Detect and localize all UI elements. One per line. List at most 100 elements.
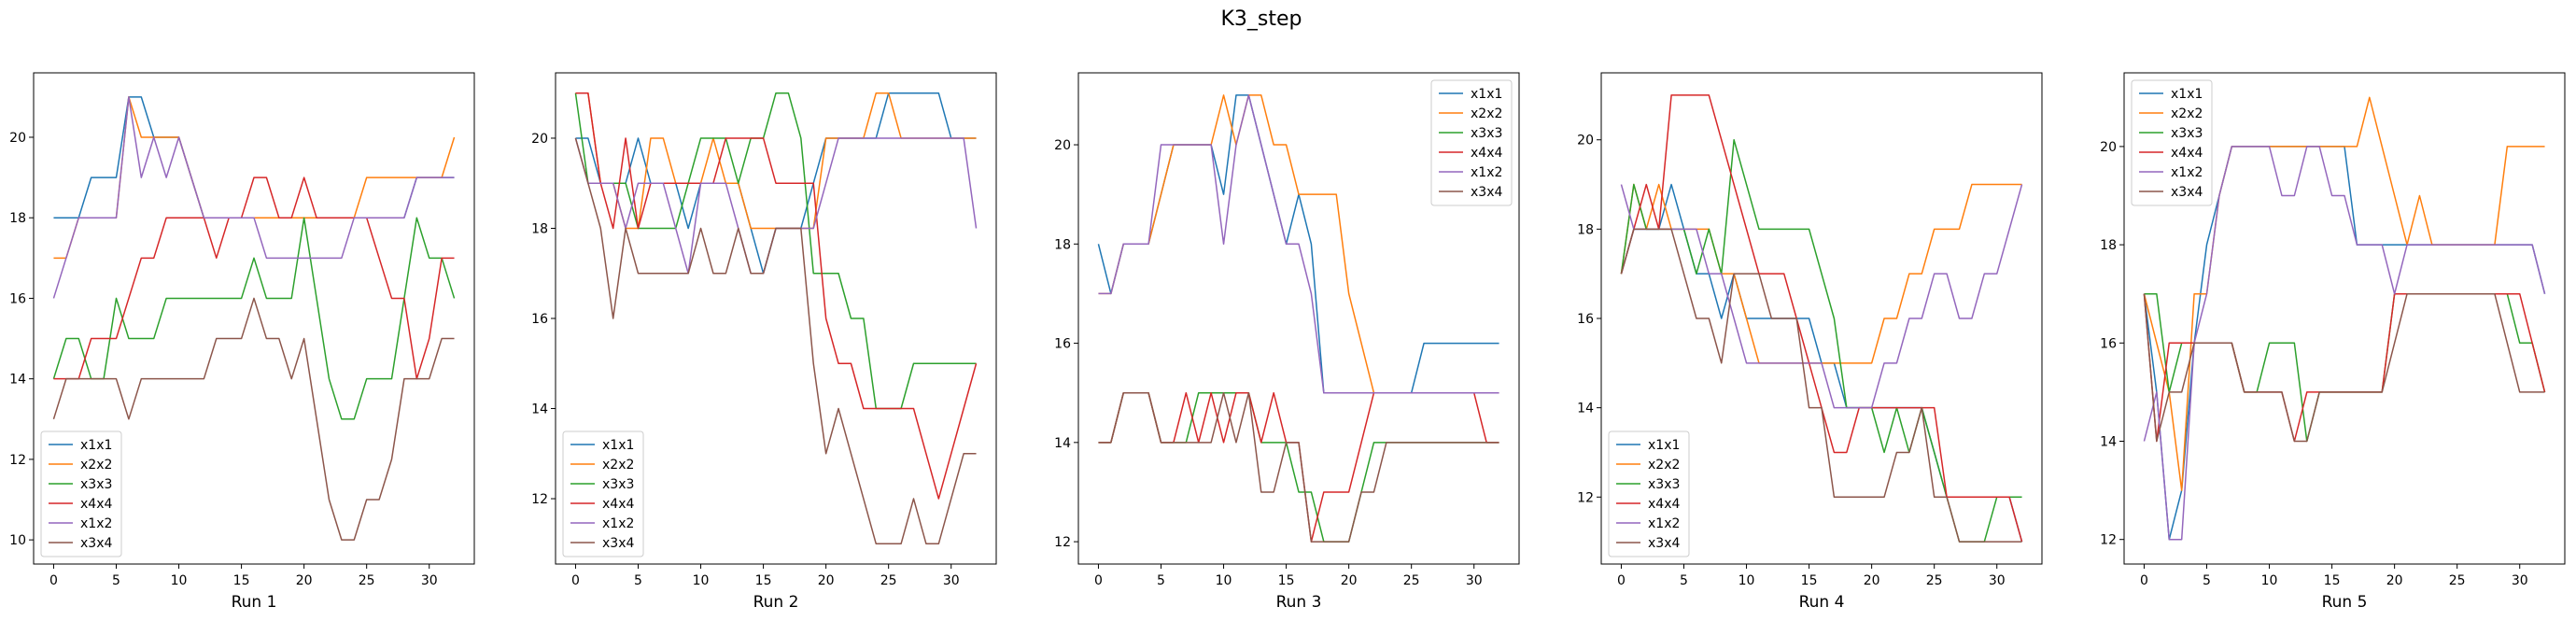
figure-title: K3_step bbox=[1220, 7, 1302, 31]
x-axis-label: Run 2 bbox=[753, 593, 799, 612]
axes-frame bbox=[2123, 72, 2566, 565]
y-tick-label: 12 bbox=[2100, 533, 2117, 548]
y-tick-label: 14 bbox=[1577, 402, 1594, 416]
y-tick-label: 20 bbox=[9, 131, 26, 146]
x-tick-label: 5 bbox=[1680, 573, 1688, 588]
x-tick-label: 15 bbox=[1278, 573, 1295, 588]
axes-frame bbox=[33, 72, 475, 565]
x-tick-label: 0 bbox=[2140, 573, 2148, 588]
legend: x1x1 x2x2 x3x3 x4x4 x1x2 x3x4 bbox=[562, 430, 644, 557]
x-tick-label: 10 bbox=[693, 573, 710, 588]
legend-label: x1x1 bbox=[80, 438, 112, 453]
series-line-x4x4 bbox=[575, 92, 978, 500]
legend-label: x3x4 bbox=[1648, 536, 1680, 551]
x-tick-label: 30 bbox=[943, 573, 960, 588]
legend-label: x3x4 bbox=[80, 536, 112, 551]
x-tick-label: 15 bbox=[2324, 573, 2341, 588]
x-tick-label: 30 bbox=[421, 573, 438, 588]
legend-label: x4x4 bbox=[602, 497, 634, 512]
y-tick-label: 18 bbox=[1577, 222, 1594, 237]
series-line-x3x4 bbox=[1098, 391, 1499, 543]
legend-label: x3x3 bbox=[2171, 126, 2203, 141]
legend: x1x1 x2x2 x3x3 x4x4 x1x2 x3x4 bbox=[40, 430, 122, 557]
legend-label: x3x3 bbox=[602, 477, 634, 492]
series-line-x1x2 bbox=[2143, 146, 2546, 541]
y-tick-label: 14 bbox=[1054, 436, 1071, 451]
x-axis-label: Run 4 bbox=[1799, 593, 1845, 612]
y-tick-label: 16 bbox=[1577, 312, 1594, 327]
x-tick-label: 20 bbox=[296, 573, 313, 588]
y-tick-label: 14 bbox=[2100, 435, 2117, 450]
legend: x1x1 x2x2 x3x3 x4x4 x1x2 x3x4 bbox=[1608, 430, 1690, 557]
series-line-x3x4 bbox=[2143, 292, 2545, 443]
x-tick-label: 30 bbox=[1989, 573, 2006, 588]
y-tick-label: 18 bbox=[1054, 237, 1071, 252]
legend-frame bbox=[40, 430, 122, 557]
series-line-x1x2 bbox=[1098, 94, 1499, 394]
x-tick-label: 30 bbox=[1466, 573, 1483, 588]
y-tick-label: 16 bbox=[531, 312, 548, 327]
x-tick-label: 0 bbox=[49, 573, 58, 588]
legend-label: x1x1 bbox=[1648, 438, 1680, 453]
legend-label: x4x4 bbox=[80, 497, 112, 512]
x-tick-label: 25 bbox=[880, 573, 897, 588]
y-tick-label: 18 bbox=[2100, 238, 2117, 253]
y-tick-label: 20 bbox=[531, 132, 548, 147]
legend-label: x2x2 bbox=[1471, 106, 1502, 121]
x-tick-label: 10 bbox=[1216, 573, 1232, 588]
legend-label: x2x2 bbox=[602, 458, 634, 473]
x-tick-label: 30 bbox=[2512, 573, 2528, 588]
series-line-x3x3 bbox=[52, 217, 456, 420]
y-tick-label: 16 bbox=[2100, 336, 2117, 351]
legend-label: x1x2 bbox=[1471, 165, 1502, 180]
legend-label: x1x2 bbox=[2171, 165, 2203, 180]
y-tick-label: 12 bbox=[9, 453, 26, 468]
y-tick-label: 12 bbox=[1577, 490, 1594, 505]
series-line-x3x3 bbox=[1098, 391, 1499, 543]
y-tick-label: 14 bbox=[9, 373, 26, 388]
legend-label: x1x2 bbox=[602, 516, 634, 531]
x-axis-label: Run 5 bbox=[2322, 593, 2368, 612]
legend-label: x3x3 bbox=[1648, 477, 1680, 492]
legend-label: x4x4 bbox=[1648, 497, 1680, 512]
x-tick-label: 5 bbox=[1157, 573, 1165, 588]
legend-label: x3x4 bbox=[602, 536, 634, 551]
x-tick-label: 20 bbox=[818, 573, 835, 588]
x-axis-label: Run 3 bbox=[1276, 593, 1322, 612]
x-axis-label: Run 1 bbox=[232, 593, 277, 612]
x-tick-label: 0 bbox=[1094, 573, 1103, 588]
legend-label: x2x2 bbox=[1648, 458, 1680, 473]
y-tick-label: 10 bbox=[9, 533, 26, 548]
x-tick-label: 20 bbox=[2386, 573, 2403, 588]
x-tick-label: 20 bbox=[1341, 573, 1358, 588]
legend-label: x1x1 bbox=[1471, 87, 1502, 102]
y-tick-label: 18 bbox=[531, 221, 548, 236]
x-tick-label: 10 bbox=[171, 573, 188, 588]
legend-label: x3x3 bbox=[80, 477, 112, 492]
legend-label: x4x4 bbox=[2171, 146, 2203, 161]
x-tick-label: 15 bbox=[1801, 573, 1818, 588]
x-tick-label: 0 bbox=[1617, 573, 1626, 588]
axes-frame bbox=[1077, 72, 1520, 565]
series-line-x1x1 bbox=[53, 96, 455, 219]
x-tick-label: 25 bbox=[1403, 573, 1420, 588]
legend-label: x1x1 bbox=[2171, 87, 2203, 102]
series-line-x3x4 bbox=[1620, 228, 2022, 543]
legend: x1x1 x2x2 x3x3 x4x4 x1x2 x3x4 bbox=[2131, 79, 2213, 206]
series-line-x3x3 bbox=[574, 92, 977, 410]
y-tick-label: 18 bbox=[9, 211, 26, 226]
legend: x1x1 x2x2 x3x3 x4x4 x1x2 x3x4 bbox=[1430, 79, 1513, 206]
legend-label: x2x2 bbox=[2171, 106, 2203, 121]
legend-label: x1x2 bbox=[80, 516, 112, 531]
series-line-x4x4 bbox=[53, 176, 455, 380]
series-line-x1x2 bbox=[1620, 184, 2023, 409]
x-tick-label: 15 bbox=[755, 573, 772, 588]
series-line-x4x4 bbox=[2143, 292, 2546, 443]
x-tick-label: 10 bbox=[2261, 573, 2278, 588]
x-tick-label: 10 bbox=[1738, 573, 1755, 588]
subplot-run-1: 0 5 10 15 20 25 30 10 12 14 16 18 20 Run 1 x1x1 x2x2 x3x… bbox=[9, 72, 475, 612]
x-tick-label: 25 bbox=[2449, 573, 2466, 588]
